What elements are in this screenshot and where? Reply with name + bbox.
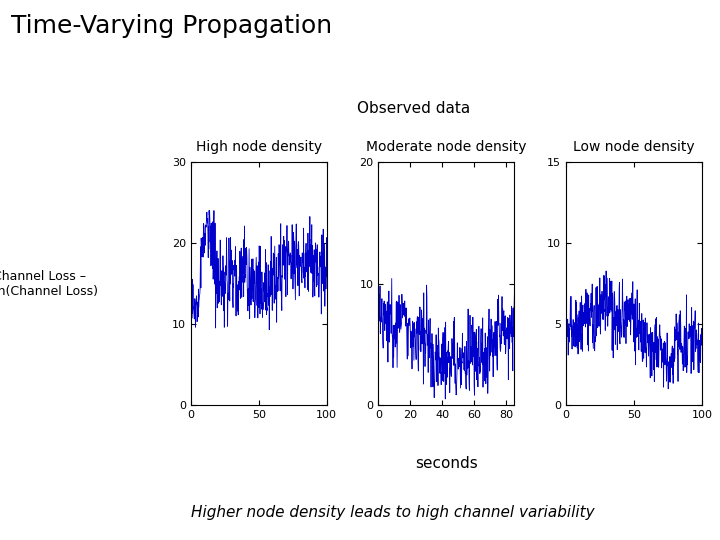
Text: Time-Varying Propagation: Time-Varying Propagation	[11, 14, 332, 37]
Text: Higher node density leads to high channel variability: Higher node density leads to high channe…	[191, 505, 595, 520]
Text: Observed data: Observed data	[357, 101, 471, 116]
Text: High node density: High node density	[196, 140, 322, 154]
Text: seconds: seconds	[415, 456, 478, 471]
Text: Moderate node density: Moderate node density	[366, 140, 526, 154]
Text: Channel Loss –
min(Channel Loss): Channel Loss – min(Channel Loss)	[0, 269, 98, 298]
Text: Low node density: Low node density	[573, 140, 695, 154]
